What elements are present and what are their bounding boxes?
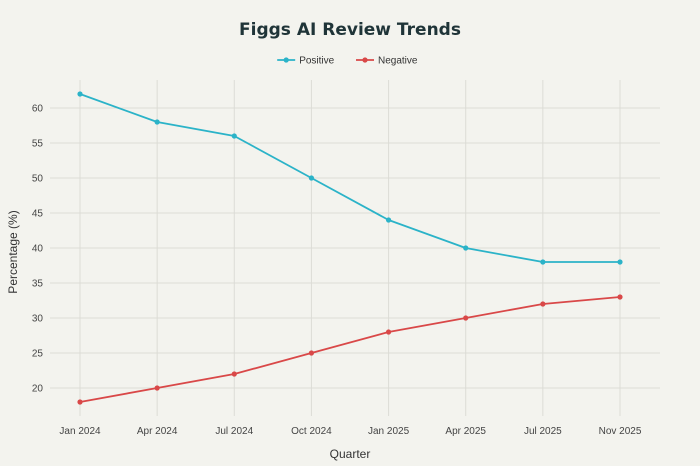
negative-data-point: [308, 350, 315, 356]
y-tick-label: 25: [32, 349, 44, 360]
positive-data-point: [154, 119, 160, 125]
series-group: [77, 91, 623, 405]
legend-swatch-marker: [283, 57, 289, 63]
x-tick-label: Jul 2025: [524, 426, 562, 437]
legend-label: Negative: [378, 56, 418, 67]
positive-data-point: [540, 259, 546, 265]
y-tick-label: 50: [32, 174, 44, 185]
x-tick-label: Apr 2024: [137, 426, 178, 437]
series-positive: [77, 91, 623, 265]
negative-data-point: [540, 301, 546, 307]
x-tick-label: Jan 2025: [368, 426, 410, 437]
y-tick-label: 40: [32, 244, 44, 255]
x-tick-label: Jan 2024: [59, 426, 101, 437]
y-tick-label: 35: [32, 279, 44, 290]
y-axis-ticks: 20 25 30 35 40 45 50 55 60: [32, 104, 44, 395]
legend-item-negative: Negative: [356, 56, 418, 67]
y-axis-label: Percentage (%): [6, 210, 20, 293]
x-axis-ticks: Jan 2024 Apr 2024 Jul 2024 Oct 2024 Jan 2025…: [59, 426, 641, 437]
series-negative: [77, 294, 623, 405]
positive-data-point: [385, 217, 392, 223]
x-tick-label: Jul 2024: [215, 426, 253, 437]
positive-data-point: [231, 133, 237, 139]
negative-data-point: [463, 315, 469, 321]
negative-data-point: [154, 385, 160, 391]
y-tick-label: 55: [32, 139, 44, 150]
x-tick-label: Apr 2025: [445, 426, 486, 437]
legend-item-positive: Positive: [277, 56, 335, 67]
negative-series-line: [79, 296, 621, 403]
positive-data-point: [77, 91, 83, 97]
negative-data-point: [77, 399, 83, 405]
positive-data-point: [617, 259, 623, 265]
y-tick-label: 45: [32, 209, 44, 220]
negative-data-point: [617, 294, 623, 300]
x-tick-label: Oct 2024: [291, 426, 332, 437]
legend-label: Positive: [299, 56, 334, 67]
grid: [50, 80, 660, 416]
x-tick-label: Nov 2025: [599, 426, 642, 437]
negative-data-point: [385, 329, 392, 335]
y-tick-label: 30: [32, 314, 44, 325]
negative-data-point: [231, 371, 237, 377]
y-tick-label: 20: [32, 384, 44, 395]
positive-series-line: [79, 93, 620, 263]
x-axis-label: Quarter: [330, 447, 371, 461]
positive-data-point: [308, 175, 315, 181]
legend-swatch-marker: [362, 57, 368, 63]
y-tick-label: 60: [32, 104, 44, 115]
positive-data-point: [463, 245, 469, 251]
legend: Positive Negative: [277, 56, 418, 67]
chart-title: Figgs AI Review Trends: [239, 20, 461, 40]
